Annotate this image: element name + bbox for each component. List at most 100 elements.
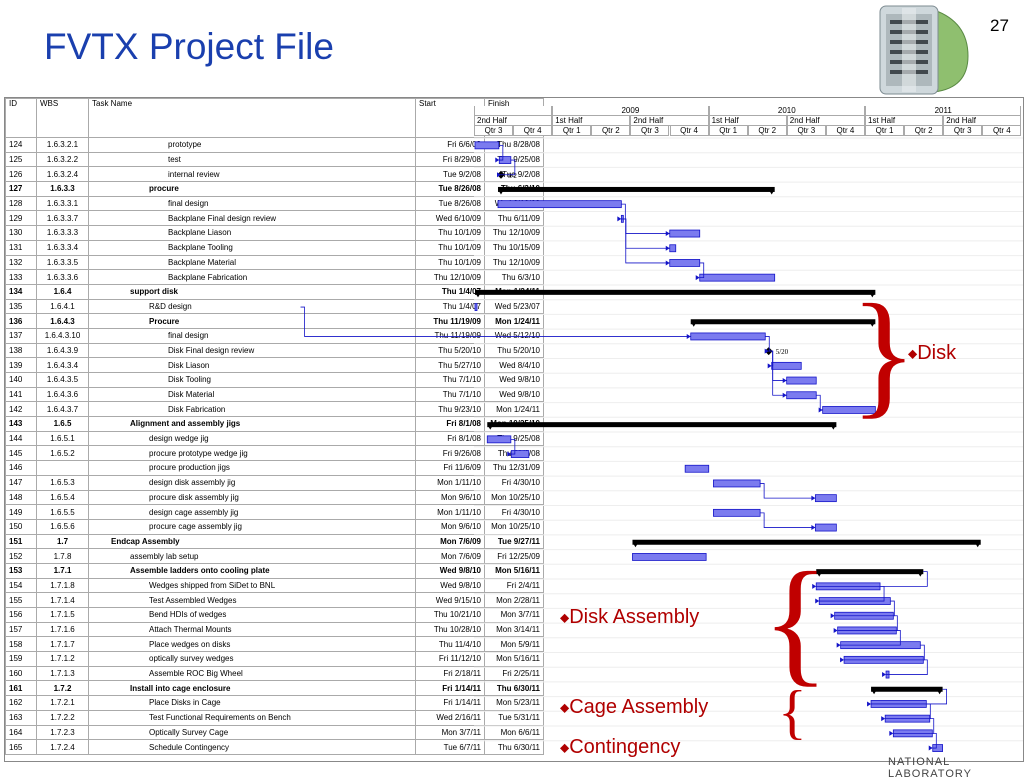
cell-start: Thu 10/1/09 [415,254,485,271]
dependency-link [840,630,901,646]
task-bar [771,361,802,370]
summary-bar-start-cap [690,321,697,327]
cell-wbs: 1.6.4.3.6 [36,386,89,403]
timeline-quarter: Qtr 4 [982,126,1022,136]
task-bar [497,200,622,209]
dependency-link [871,688,947,705]
task-bar [713,479,761,488]
dependency-arrow [617,216,622,222]
detector-logo [879,5,969,95]
table-row[interactable]: 162 1.7.2.1 Place Disks in Cage Fri 1/14/11… [5,695,544,711]
table-row[interactable]: 131 1.6.3.3.4 Backplane Tooling Thu 10/1/09… [5,239,544,256]
bullet-icon: ◆ [560,610,570,625]
annotation-disk-assembly: ◆Disk Assembly [560,606,699,629]
timeline-year: 2010 [708,106,865,116]
task-bar [669,259,701,267]
table-row[interactable]: 160 1.7.1.3 Assemble ROC Big Wheel Fri 2/18… [5,665,544,682]
milestone-label: 5/20 [776,348,789,356]
summary-bar [497,186,775,192]
cell-wbs: 1.6.4.3.5 [36,372,89,388]
table-row[interactable]: 153 1.7.1 Assemble ladders onto cooling pl… [5,562,544,579]
dependency-arrow [811,525,816,531]
summary-bar-start-cap [632,542,639,548]
table-row[interactable]: 152 1.7.8 assembly lab setup Mon 7/6/09 Fri … [5,548,544,564]
timeline-quarter: Qtr 1 [865,126,905,136]
col-header-wbs[interactable]: WBS [36,98,89,138]
timeline-quarter: Qtr 2 [591,126,631,136]
task-bar [684,464,710,473]
table-row[interactable]: 142 1.6.4.3.7 Disk Fabrication Thu 9/23/10 M… [5,401,544,418]
summary-bar-end-cap [974,542,981,548]
summary-bar [632,539,981,545]
table-row[interactable]: 144 1.6.5.1 design wedge jig Fri 8/1/08 Thu … [5,430,544,447]
table-row[interactable]: 139 1.6.4.3.4 Disk Liason Thu 5/27/10 Wed 8/… [5,357,544,373]
summary-bar-end-cap [869,292,876,298]
cell-wbs: 1.6.5 [36,416,89,432]
dependency-arrow [840,657,845,663]
dependency-link [886,659,928,675]
cell-start: Thu 1/4/07 [415,283,485,300]
table-row[interactable]: 136 1.6.4.3 Procure Thu 11/19/09 Mon 1/24/11 [5,313,544,329]
table-row[interactable]: 148 1.6.5.4 procure disk assembly jig Mon 9… [5,489,544,506]
dependency-link [834,600,895,617]
table-row[interactable]: 159 1.7.1.2 optically survey wedges Fri 11/… [5,651,544,667]
task-bar [786,376,817,385]
col-header-id[interactable]: ID [5,98,37,138]
annotation-cage-assembly: ◆Cage Assembly [560,696,708,719]
cell-start: Thu 5/27/10 [415,357,485,373]
table-row[interactable]: 129 1.6.3.3.7 Backplane Final design revie… [5,210,544,227]
summary-bar [690,319,876,325]
task-bar [713,508,761,517]
milestone-label: 9/2 [508,172,517,180]
timeline-quarter: Qtr 3 [786,126,826,136]
table-row[interactable]: 133 1.6.3.3.6 Backplane Fabrication Thu 12/… [5,269,544,285]
slide-title: FVTX Project File [44,26,334,67]
summary-bar-start-cap [475,292,481,298]
table-row[interactable]: 141 1.6.4.3.6 Disk Material Thu 7/1/10 Wed 9… [5,386,544,403]
task-bar [814,494,837,503]
dependency-link [621,218,670,264]
dependency-link [768,350,787,396]
dependency-link [885,703,931,720]
gantt-chart: ID WBS Task Name Start Finish 124 1.6.3.2… [4,97,1024,762]
table-row[interactable]: 163 1.7.2.2 Test Functional Requirements o… [5,709,544,726]
annotation-disk-assembly-label: Disk Assembly [569,606,700,628]
dependency-link [500,159,516,176]
timeline-half: 1st Half [552,116,631,126]
task-bar [786,391,817,400]
dependency-link [816,571,928,587]
footer-logo-text: NATIONAL LABORATORY [888,756,972,780]
table-row[interactable]: 147 1.6.5.3 design disk assembly jig Mon 1/… [5,474,544,491]
dependency-link [819,585,885,602]
timeline-half: 2nd Half [474,116,553,126]
summary-bar-start-cap [487,424,494,430]
summary-bar-end-cap [768,189,775,195]
table-row[interactable]: 140 1.6.4.3.5 Disk Tooling Thu 7/1/10 Wed 9/… [5,372,544,388]
annotation-disk-label: Disk [917,342,957,364]
timeline-quarter: Qtr 4 [513,126,553,136]
col-header-task-name[interactable]: Task Name [88,98,416,138]
cell-task-name: R&D design [88,298,416,315]
summary-bar [816,569,924,575]
table-row[interactable]: 150 1.6.5.6 procure cage assembly jig Mon 9… [5,518,544,535]
dependency-arrow [782,392,787,398]
task-bar [669,244,677,253]
cell-id: 143 [5,416,37,432]
annotation-disk: ◆Disk [908,342,956,365]
table-row[interactable]: 138 1.6.4.3.9 Disk Final design review Thu … [5,342,544,359]
timeline-half: 1st Half [708,116,787,126]
dependency-arrow [812,583,817,589]
table-row[interactable]: 164 1.7.2.3 Optically Survey Cage Mon 3/7/1… [5,724,544,741]
task-bar [474,303,478,311]
table-row[interactable]: 165 1.7.2.4 Schedule Contingency Tue 6/7/11… [5,739,544,755]
summary-bar-start-cap [497,189,504,195]
dependency-arrow [782,378,787,384]
timeline-year [474,106,553,116]
cell-task-name: procure prototype wedge jig [88,445,416,462]
table-row[interactable]: 135 1.6.4.1 R&D design Thu 1/4/07 Wed 5/23/0… [5,298,544,315]
table-row[interactable]: 149 1.6.5.5 design cage assembly jig Mon 1/… [5,504,544,520]
dependency-link [699,262,705,279]
dependency-link [760,483,816,499]
cell-finish: Thu 6/30/11 [484,739,544,755]
